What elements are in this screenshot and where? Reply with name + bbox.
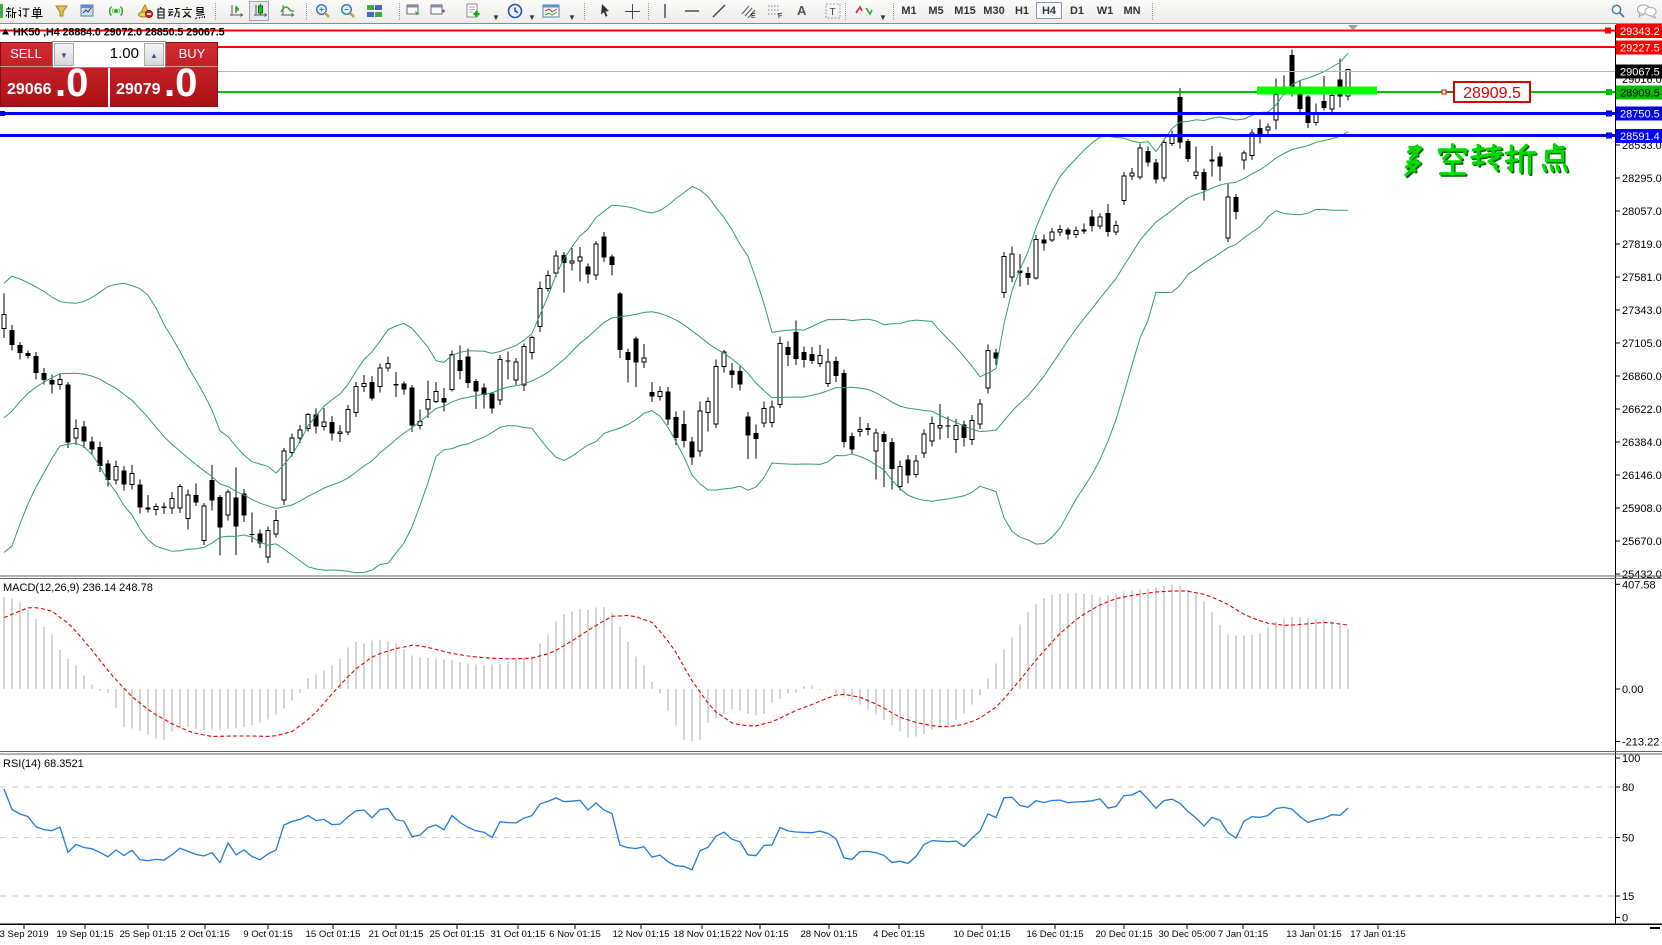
svg-text:25 Oct 01:15: 25 Oct 01:15 — [430, 929, 485, 940]
svg-text:26384.0: 26384.0 — [1622, 437, 1662, 449]
svg-text:2 Oct 01:15: 2 Oct 01:15 — [180, 929, 230, 940]
svg-text:26860.0: 26860.0 — [1622, 371, 1662, 383]
svg-text:25908.0: 25908.0 — [1622, 503, 1662, 515]
svg-text:27105.0: 27105.0 — [1622, 338, 1662, 350]
svg-text:F: F — [778, 13, 782, 19]
svg-text:4 Dec 01:15: 4 Dec 01:15 — [873, 929, 925, 940]
svg-text:9 Oct 01:15: 9 Oct 01:15 — [243, 929, 293, 940]
svg-text:30 Dec 05:00: 30 Dec 05:00 — [1158, 929, 1215, 940]
svg-text:21 Oct 01:15: 21 Oct 01:15 — [369, 929, 424, 940]
svg-text:0: 0 — [1622, 913, 1628, 925]
svg-text:15: 15 — [1622, 891, 1634, 903]
svg-text:15 Oct 01:15: 15 Oct 01:15 — [306, 929, 361, 940]
svg-text:28750.5: 28750.5 — [1620, 109, 1660, 121]
svg-text:13 Jan 01:15: 13 Jan 01:15 — [1286, 929, 1341, 940]
svg-text:HK50 ,H4 28884.0 29072.0 2885: HK50 ,H4 28884.0 29072.0 28850.5 29067.5 — [13, 27, 225, 39]
svg-text:22 Nov 01:15: 22 Nov 01:15 — [731, 929, 788, 940]
svg-text:28909.5: 28909.5 — [1620, 88, 1660, 100]
svg-text:18 Nov 01:15: 18 Nov 01:15 — [673, 929, 730, 940]
svg-text:RSI(14) 68.3521: RSI(14) 68.3521 — [3, 758, 84, 770]
svg-text:28295.0: 28295.0 — [1622, 173, 1662, 185]
svg-text:26622.0: 26622.0 — [1622, 404, 1662, 416]
svg-text:17 Jan 01:15: 17 Jan 01:15 — [1350, 929, 1405, 940]
svg-text:E: E — [751, 13, 756, 19]
svg-text:16 Dec 01:15: 16 Dec 01:15 — [1026, 929, 1083, 940]
svg-text:19 Sep 01:15: 19 Sep 01:15 — [56, 929, 113, 940]
svg-text:29067.5: 29067.5 — [1620, 67, 1660, 79]
svg-text:T: T — [830, 7, 836, 18]
svg-text:25 Sep 01:15: 25 Sep 01:15 — [119, 929, 176, 940]
svg-text:20 Dec 01:15: 20 Dec 01:15 — [1095, 929, 1152, 940]
svg-text:28909.5: 28909.5 — [1463, 85, 1521, 102]
svg-text:MACD(12,26,9) 236.14 248.78: MACD(12,26,9) 236.14 248.78 — [3, 582, 153, 594]
svg-text:28057.0: 28057.0 — [1622, 206, 1662, 218]
svg-text:27581.0: 27581.0 — [1622, 272, 1662, 284]
svg-text:100: 100 — [1622, 753, 1640, 765]
svg-text:31 Oct 01:15: 31 Oct 01:15 — [491, 929, 546, 940]
svg-text:10 Dec 01:15: 10 Dec 01:15 — [953, 929, 1010, 940]
svg-text:26146.0: 26146.0 — [1622, 470, 1662, 482]
svg-text:29227.5: 29227.5 — [1620, 43, 1660, 55]
svg-text:3 Sep 2019: 3 Sep 2019 — [0, 929, 49, 940]
svg-text:50: 50 — [1622, 833, 1634, 845]
svg-text:12 Nov 01:15: 12 Nov 01:15 — [612, 929, 669, 940]
svg-text:28 Nov 01:15: 28 Nov 01:15 — [800, 929, 857, 940]
svg-text:0.00: 0.00 — [1622, 684, 1643, 696]
svg-text:27343.0: 27343.0 — [1622, 305, 1662, 317]
svg-text:80: 80 — [1622, 782, 1634, 794]
svg-text:-213.22: -213.22 — [1622, 737, 1659, 749]
svg-text:6 Nov 01:15: 6 Nov 01:15 — [549, 929, 601, 940]
svg-text:28591.4: 28591.4 — [1620, 131, 1660, 143]
svg-text:27819.0: 27819.0 — [1622, 239, 1662, 251]
svg-text:25670.0: 25670.0 — [1622, 536, 1662, 548]
svg-text:407.58: 407.58 — [1622, 579, 1656, 591]
svg-text:29343.2: 29343.2 — [1620, 26, 1660, 38]
svg-text:7 Jan 01:15: 7 Jan 01:15 — [1218, 929, 1268, 940]
